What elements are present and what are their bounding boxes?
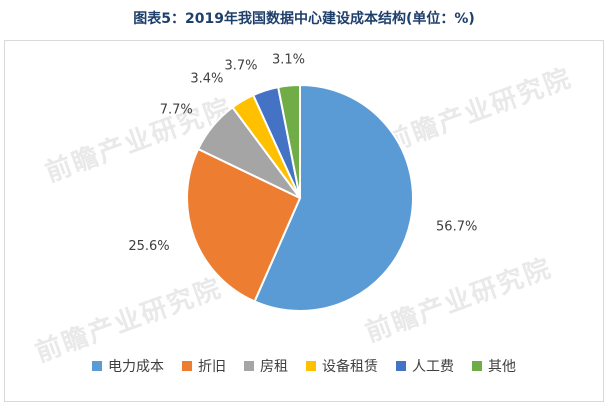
legend-label: 折旧 [198, 359, 226, 375]
legend-label: 设备租赁 [322, 359, 378, 375]
data-label: 7.7% [160, 103, 193, 118]
legend-item: 电力成本 [92, 356, 164, 376]
legend-label: 人工费 [412, 359, 454, 375]
legend-label: 房租 [260, 359, 288, 375]
legend-swatch [306, 361, 316, 371]
data-label: 3.1% [272, 53, 305, 68]
legend-item: 房租 [244, 356, 288, 376]
data-label: 25.6% [128, 239, 169, 254]
legend-label: 其他 [488, 359, 516, 375]
data-label: 56.7% [436, 220, 477, 235]
legend-item: 人工费 [396, 356, 454, 376]
legend-item: 其他 [472, 356, 516, 376]
legend-item: 折旧 [182, 356, 226, 376]
pie-slice [186, 147, 302, 303]
legend-swatch [182, 361, 192, 371]
legend-swatch [92, 361, 102, 371]
data-label: 3.7% [225, 59, 258, 74]
chart-title: 图表5：2019年我国数据中心建设成本结构(单位：%) [133, 11, 475, 27]
legend-item: 设备租赁 [306, 356, 378, 376]
legend-swatch [244, 361, 254, 371]
data-label: 3.4% [190, 71, 223, 86]
legend-swatch [396, 361, 406, 371]
legend: 电力成本 折旧 房租 设备租赁 人工费 其他 [0, 356, 608, 376]
pie-slice [253, 83, 414, 312]
pie-slice [276, 83, 301, 199]
legend-label: 电力成本 [108, 359, 164, 375]
legend-swatch [472, 361, 482, 371]
